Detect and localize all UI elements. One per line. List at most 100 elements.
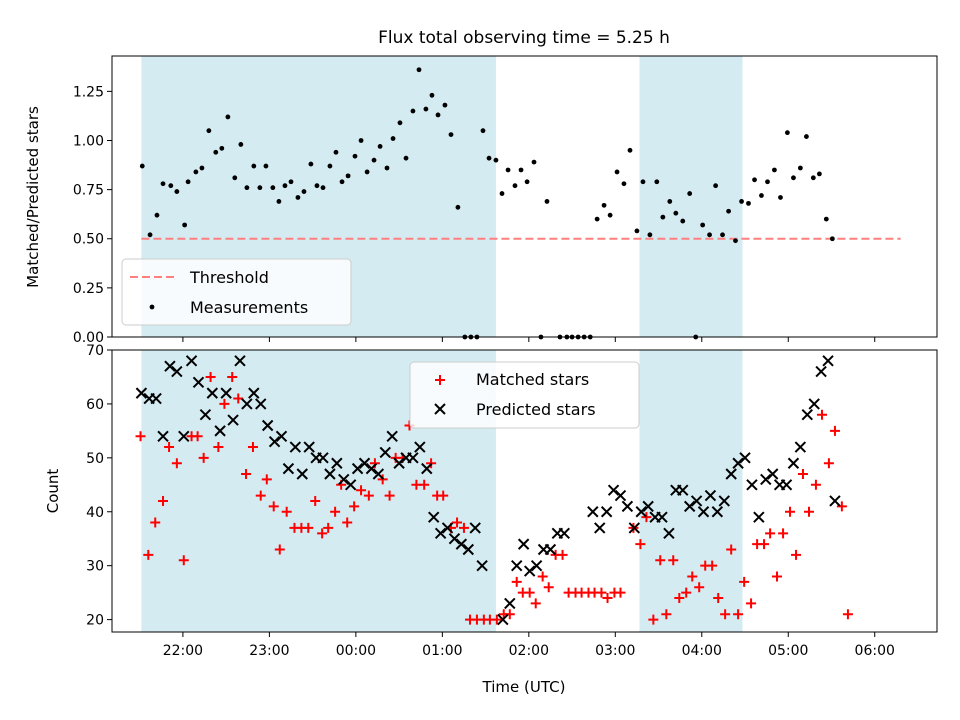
measurement-point xyxy=(213,149,219,155)
predicted-star-point xyxy=(248,387,260,399)
measurement-point xyxy=(594,216,600,222)
measurement-point xyxy=(219,145,225,151)
measurement-point xyxy=(270,185,276,191)
measurement-point xyxy=(397,120,403,126)
y-tick-label: 0.25 xyxy=(73,281,104,297)
predicted-star-point xyxy=(558,527,570,540)
matched-star-point xyxy=(363,490,374,501)
predicted-star-point xyxy=(150,392,162,405)
matched-star-point xyxy=(511,576,522,587)
matched-star-point xyxy=(746,598,757,609)
measurement-point xyxy=(455,204,461,210)
matched-star-point xyxy=(205,371,216,382)
predicted-star-point xyxy=(753,511,765,523)
legend-predicted-swatch xyxy=(434,403,446,415)
x-tick-label: 01:00 xyxy=(422,643,462,659)
measurement-point xyxy=(791,175,796,181)
matched-star-point xyxy=(641,512,652,523)
measurement-point xyxy=(480,128,486,134)
predicted-star-point xyxy=(455,538,468,550)
matched-star-point xyxy=(384,490,395,501)
measurement-point xyxy=(713,183,719,189)
matched-star-point xyxy=(330,506,341,517)
predicted-star-point xyxy=(296,468,308,480)
measurement-point xyxy=(673,210,679,216)
measurement-point xyxy=(384,165,390,171)
predicted-star-point xyxy=(530,559,543,572)
predicted-star-point xyxy=(372,468,385,480)
matched-star-point xyxy=(713,593,724,604)
bottom-legend: Matched stars Predicted stars xyxy=(409,361,640,429)
predicted-star-point xyxy=(414,441,426,453)
predicted-star-point xyxy=(386,430,398,442)
matched-star-point xyxy=(804,506,815,517)
matched-star-point xyxy=(438,490,449,501)
measurement-point xyxy=(154,212,160,218)
predicted-star-point xyxy=(255,398,267,410)
measurement-point xyxy=(804,134,809,139)
matched-star-point xyxy=(739,576,750,587)
matched-star-point xyxy=(227,371,238,382)
predicted-star-point xyxy=(683,500,696,513)
predicted-star-point xyxy=(628,522,641,534)
measurement-point xyxy=(390,136,396,141)
matched-star-point xyxy=(829,425,840,436)
measurement-point xyxy=(680,218,686,224)
measurement-point xyxy=(765,179,770,185)
predicted-star-point xyxy=(365,462,378,475)
x-tick-label: 04:00 xyxy=(682,643,722,659)
measurement-point xyxy=(377,143,383,149)
measurement-point xyxy=(772,167,777,173)
matched-star-point xyxy=(765,528,776,539)
legend-measurement-label: Measurements xyxy=(190,298,308,317)
measurement-point xyxy=(295,195,301,200)
matched-star-point xyxy=(143,549,154,560)
top-y-axis-label: Matched/Predicted stars xyxy=(24,106,42,288)
predicted-star-point xyxy=(358,457,371,469)
matched-star-point xyxy=(504,609,515,620)
predicted-star-point xyxy=(476,559,488,572)
measurement-point xyxy=(320,185,326,191)
measurement-point xyxy=(627,147,633,153)
predicted-star-point xyxy=(407,452,419,464)
matched-star-point xyxy=(655,555,666,566)
predicted-star-point xyxy=(621,500,634,513)
predicted-star-point xyxy=(393,457,405,469)
measurement-point xyxy=(339,179,345,185)
measurement-point xyxy=(816,171,822,177)
measurement-point xyxy=(823,216,829,222)
y-tick-label: 30 xyxy=(86,559,104,575)
predicted-star-point xyxy=(711,506,724,518)
measurement-point xyxy=(364,169,370,175)
predicted-star-point xyxy=(261,419,274,432)
predicted-star-point xyxy=(739,452,751,464)
matched-star-point xyxy=(241,469,252,480)
matched-star-point xyxy=(687,571,698,582)
measurement-point xyxy=(634,228,640,234)
matched-star-point xyxy=(615,587,626,598)
predicted-star-point xyxy=(135,387,148,399)
measurement-point xyxy=(263,163,269,169)
predicted-star-point xyxy=(663,527,675,540)
measurement-point xyxy=(301,189,307,194)
measurement-point xyxy=(257,185,263,191)
measurement-point xyxy=(314,183,320,189)
predicted-star-point xyxy=(511,559,523,572)
predicted-star-point xyxy=(282,462,295,475)
top-plot-frame xyxy=(111,55,938,338)
measurement-point xyxy=(410,108,416,114)
matched-star-point xyxy=(661,609,672,620)
y-tick-label: 40 xyxy=(86,505,104,521)
matched-star-point xyxy=(524,587,535,598)
measurement-point xyxy=(640,179,646,185)
measurement-point xyxy=(746,200,751,206)
measurement-point xyxy=(442,102,448,108)
measurement-point xyxy=(733,238,738,244)
predicted-star-point xyxy=(808,398,820,410)
measurement-point xyxy=(829,236,835,242)
predicted-star-point xyxy=(704,489,717,502)
predicted-star-point xyxy=(199,408,212,421)
y-tick-label: 1.00 xyxy=(73,133,104,149)
y-tick-label: 20 xyxy=(86,613,104,629)
measurement-point xyxy=(182,222,188,228)
